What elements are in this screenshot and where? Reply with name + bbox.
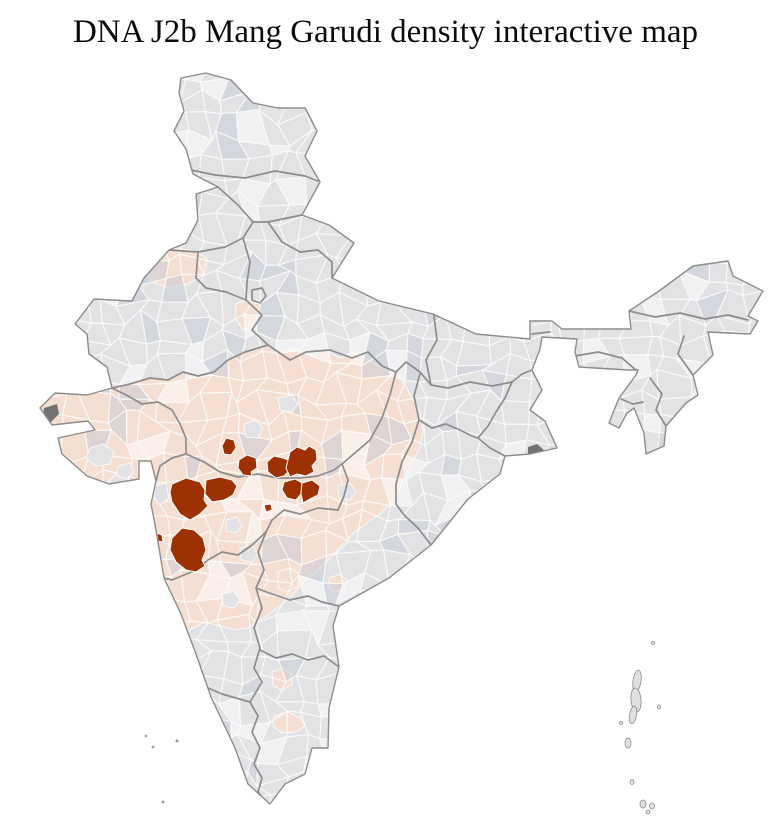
island [651,641,655,645]
island [657,704,661,710]
state-boundary [265,507,339,533]
state-boundary [111,387,187,455]
state-boundary [620,398,644,405]
state-boundary [477,381,513,457]
state-boundary [155,453,187,482]
state-boundary [242,237,251,301]
island [619,721,623,725]
state-boundary [425,315,438,386]
state-boundary [255,587,340,607]
state-boundary [649,377,667,427]
island [645,809,651,815]
district-patch [153,482,170,506]
district-patch [277,394,299,413]
district-patch [225,516,243,534]
state-boundary [677,335,694,376]
state-boundary [511,369,533,383]
high-density-district-4[interactable] [285,445,318,478]
high-density-district-7[interactable] [204,476,238,503]
high-density-district-5[interactable] [281,478,303,501]
high-density-district-1[interactable] [221,437,237,456]
island [628,705,638,725]
state-boundary [267,221,333,279]
map-title: DNA J2b Mang Garudi density interactive … [72,14,699,50]
high-density-district-2[interactable] [237,454,258,477]
state-boundary [430,381,513,389]
state-boundary [249,701,265,801]
state-boundary [337,463,349,511]
state-boundary [259,649,340,668]
state-boundary [185,168,319,182]
high-density-district-10[interactable] [263,503,273,513]
island [629,779,635,785]
map-layers [40,73,763,804]
district-patch [115,462,135,480]
island [649,802,655,810]
state-boundary [574,351,638,372]
island-dot [175,739,179,743]
state-boundary [395,361,432,386]
island-dot [161,800,165,804]
district-patch [221,590,241,609]
island-dot [144,734,148,738]
district-patch [141,555,158,611]
state-boundary [249,681,263,703]
state-boundary [207,687,251,703]
state-boundary [111,299,269,389]
state-boundary [253,531,267,683]
state-boundary [341,371,397,465]
state-boundary [168,221,254,253]
state-boundary [418,419,479,439]
low-density-region[interactable] [271,667,293,691]
state-boundary [628,310,749,321]
district-patch [243,419,264,439]
state-boundary [395,373,432,546]
high-density-district-6[interactable] [300,479,321,504]
state-boundary [267,344,397,373]
state-boundary [185,453,343,479]
state-boundary [251,287,267,304]
island-dot [151,745,155,749]
india-outline [39,72,764,805]
state-boundary [531,331,551,335]
state-boundary [163,531,267,581]
low-density-region[interactable] [272,711,306,734]
island [624,737,632,749]
high-density-district-9[interactable] [169,527,207,573]
district-patch [85,443,115,467]
state-boundary [195,251,247,301]
island [639,799,647,809]
high-density-district-8[interactable] [169,477,209,521]
